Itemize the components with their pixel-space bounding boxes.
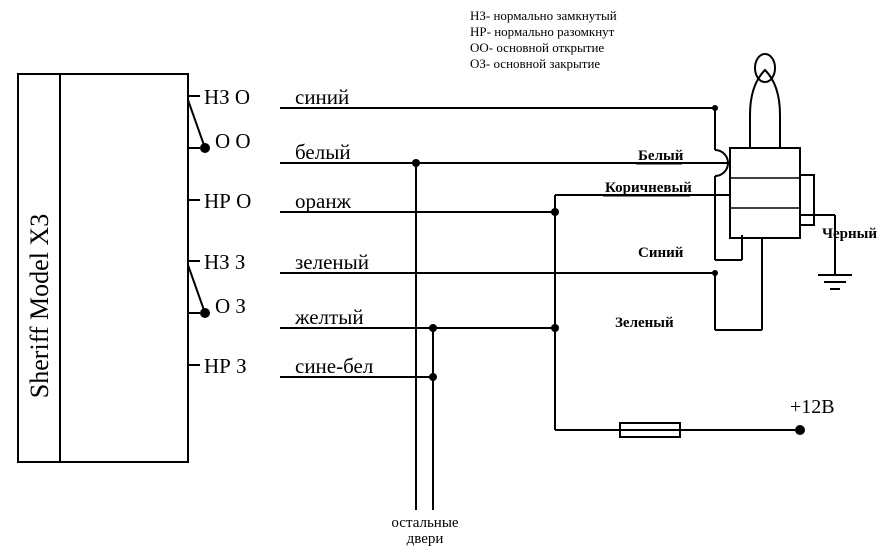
supply-node <box>795 425 805 435</box>
wire-orange: оранж <box>295 189 352 213</box>
wire-green: зеленый <box>295 250 369 274</box>
actuator-icon <box>730 54 814 250</box>
terminal-np-o: НР О <box>204 189 251 213</box>
device-label: Sheriff Model X3 <box>25 214 54 398</box>
legend-np: НР- нормально разомкнут <box>470 24 615 39</box>
act-label-white: Белый <box>638 148 684 164</box>
other-doors-2: двери <box>407 531 444 547</box>
act-label-green: Зеленый <box>615 315 674 331</box>
act-label-blue: Синий <box>638 245 684 261</box>
terminal-nz-o: НЗ О <box>204 85 250 109</box>
act-label-black: Черный <box>822 226 877 242</box>
terminal-np-z: НР З <box>204 354 247 378</box>
wire-blue-white: сине-бел <box>295 354 373 378</box>
legend-oz: ОЗ- основной закрытие <box>470 56 600 71</box>
legend-oo: ОО- основной открытие <box>470 40 604 55</box>
terminal-o-o: О О <box>215 129 251 153</box>
wire-blue: синий <box>295 85 349 109</box>
wire-white: белый <box>295 140 351 164</box>
supply-label: +12В <box>790 396 835 418</box>
wire-yellow: желтый <box>294 305 364 329</box>
legend-nz: НЗ- нормально замкнутый <box>470 8 617 23</box>
other-doors-1: остальные <box>391 515 458 531</box>
act-label-brown: Коричневый <box>605 180 692 196</box>
terminal-o-z: О З <box>215 294 246 318</box>
terminal-nz-z: НЗ З <box>204 250 245 274</box>
